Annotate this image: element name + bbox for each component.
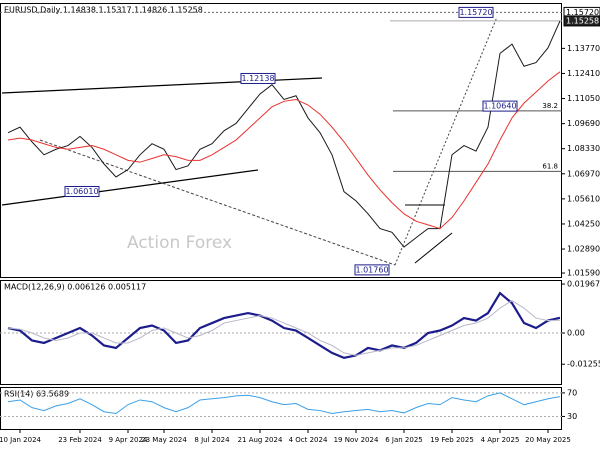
x-tick-label: 20 May 2025 xyxy=(525,436,571,444)
trendline xyxy=(394,16,498,266)
panel-title: MACD(12,26,9) 0.006126 0.005117 xyxy=(4,283,146,292)
series-line xyxy=(7,291,561,360)
x-tick-label: 21 Aug 2024 xyxy=(238,436,283,444)
fib-label: 38.2 xyxy=(542,102,558,110)
x-tick-label: 19 Nov 2024 xyxy=(334,436,379,444)
price-box-label: 1.15720 xyxy=(566,8,599,17)
x-tick-label: 9 Apr 2024 xyxy=(109,436,148,444)
trendline xyxy=(39,139,396,266)
panel-title: EURUSD,Daily 1.14838 1.15317 1.14826 1.1… xyxy=(4,6,203,15)
series-line xyxy=(7,392,561,415)
annotation-box xyxy=(354,264,390,276)
y-tick-label: 1.02890 xyxy=(567,245,600,254)
fib-label: 61.8 xyxy=(542,162,558,170)
price-box xyxy=(563,15,600,27)
series-line xyxy=(7,71,561,230)
annotation-box xyxy=(64,185,100,197)
x-tick-label: 6 Jan 2025 xyxy=(385,436,423,444)
panel-title: RSI(14) 63.5689 xyxy=(4,390,69,399)
series-line xyxy=(7,20,561,248)
y-tick-label: 1.13770 xyxy=(567,44,600,53)
y-tick-label: 70 xyxy=(567,388,577,397)
price-box-label: 1.15258 xyxy=(566,16,599,25)
x-tick-label: 19 Feb 2025 xyxy=(430,436,474,444)
x-tick-label: 10 Jan 2024 xyxy=(0,436,42,444)
y-tick-label: 0.019679 xyxy=(567,280,600,289)
x-tick-label: 4 Apr 2025 xyxy=(481,436,520,444)
annotation-label: 1.06010 xyxy=(65,187,98,196)
y-tick-label: 1.09690 xyxy=(567,119,600,128)
x-tick-label: 23 May 2024 xyxy=(141,436,187,444)
x-tick-label: 23 Feb 2024 xyxy=(58,436,102,444)
y-tick-label: -0.012552 xyxy=(567,360,600,369)
y-tick-label: 1.06970 xyxy=(567,169,600,178)
annotation-label: 1.10640 xyxy=(483,102,516,111)
y-tick-label: 1.05610 xyxy=(567,194,600,203)
x-tick-label: 4 Oct 2024 xyxy=(289,436,328,444)
annotation-box xyxy=(482,100,518,112)
annotation-label: 1.12138 xyxy=(241,74,274,83)
trendline xyxy=(414,232,453,264)
annotation-box xyxy=(458,6,494,18)
y-tick-label: 1.12410 xyxy=(567,69,600,78)
y-tick-label: 1.04250 xyxy=(567,219,600,228)
trendline xyxy=(1,169,259,206)
x-tick-label: 8 Jul 2024 xyxy=(194,436,230,444)
y-tick-label: 1.08330 xyxy=(567,144,600,153)
annotation-label: 1.15720 xyxy=(459,8,492,17)
annotation-label: 1.01760 xyxy=(355,265,388,274)
panel-frame xyxy=(0,3,562,278)
y-tick-label: 1.11050 xyxy=(567,94,600,103)
series-line xyxy=(7,300,561,356)
y-tick-label: 0.00 xyxy=(567,328,585,337)
y-tick-label: 1.01590 xyxy=(567,269,600,278)
panel-frame xyxy=(0,387,562,430)
y-tick-label: 30 xyxy=(567,412,577,421)
watermark: Action Forex xyxy=(127,233,232,253)
annotation-box xyxy=(240,72,276,84)
